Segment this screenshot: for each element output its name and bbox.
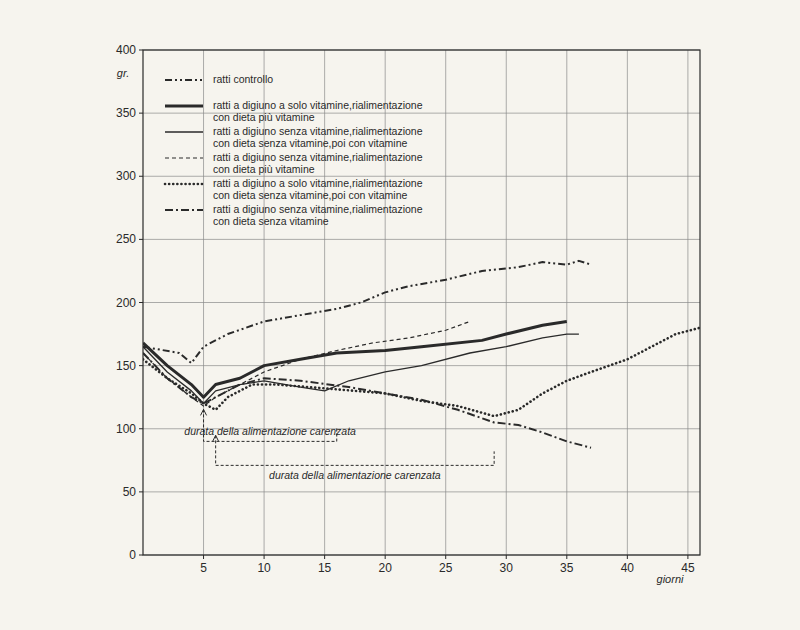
plot-frame — [143, 50, 700, 555]
legend-swatch — [165, 183, 203, 186]
grid-line — [687, 50, 688, 555]
tick — [445, 555, 446, 559]
y-tick-label: 300 — [116, 169, 136, 183]
grid — [143, 50, 700, 555]
series-line — [143, 334, 579, 403]
y-tick-label: 50 — [123, 485, 137, 499]
legend-label-line: ratti a digiuno a solo vitamine,rialimen… — [213, 177, 423, 189]
tick — [139, 491, 143, 492]
legend-label-line: ratti a digiuno senza vitamine,rialiment… — [213, 151, 423, 163]
tick — [687, 555, 688, 559]
y-tick-label: 100 — [116, 422, 136, 436]
x-tick-label: 10 — [257, 561, 271, 575]
legend-swatch — [165, 131, 203, 132]
legend-label-line: ratti controllo — [213, 73, 273, 85]
series-line — [143, 353, 591, 448]
y-axis-label: gr. — [117, 67, 129, 79]
tick — [139, 113, 143, 114]
grid-line — [143, 491, 700, 492]
tick — [139, 176, 143, 177]
legend-label: ratti a digiuno senza vitamine,rialiment… — [213, 151, 423, 175]
legend-label: ratti a digiuno senza vitamine,rialiment… — [213, 125, 423, 149]
grid-line — [566, 50, 567, 555]
annotation-text: durata della alimentazione carenzata — [269, 469, 441, 481]
tick — [203, 555, 204, 559]
tick — [264, 555, 265, 559]
legend: ratti controllo ratti a digiuno a solo vi… — [165, 73, 423, 227]
x-tick-label: 35 — [560, 561, 574, 575]
x-axis-label: giorni — [657, 573, 684, 585]
grid-line — [506, 50, 507, 555]
annotation-arrow — [213, 435, 219, 441]
tick — [385, 555, 386, 559]
legend-label-line: con dieta senza vitamine,poi con vitamin… — [213, 137, 408, 149]
grid-line — [143, 302, 700, 303]
y-tick-label: 250 — [116, 232, 136, 246]
tick — [566, 555, 567, 559]
tick — [139, 302, 143, 303]
legend-label-line: con dieta più vitamine — [213, 111, 315, 123]
legend-swatch — [165, 105, 203, 108]
legend-swatch — [165, 79, 203, 81]
series-line — [143, 321, 470, 406]
y-tick-label: 0 — [129, 548, 136, 562]
y-tick-label: 350 — [116, 106, 136, 120]
legend-label: ratti a digiuno a solo vitamine,rialimen… — [213, 99, 423, 123]
tick — [139, 428, 143, 429]
tick — [627, 555, 628, 559]
legend-label-line: ratti a digiuno a solo vitamine,rialimen… — [213, 99, 423, 111]
grid-line — [203, 50, 204, 555]
series-line — [143, 328, 700, 416]
legend-label: ratti controllo — [213, 73, 273, 85]
legend-label-line: con dieta senza vitamine — [213, 215, 329, 227]
chart: 0501001502002503003504005101520253035404… — [0, 0, 800, 630]
x-tick-label: 20 — [378, 561, 392, 575]
tick — [139, 50, 143, 51]
annotation-text: durata della alimentazione carenzata — [184, 425, 356, 437]
legend-label-line: con dieta più vitamine — [213, 163, 315, 175]
grid-line — [143, 239, 700, 240]
legend-label: ratti a digiuno a solo vitamine,rialimen… — [213, 177, 423, 201]
annotation-arrow — [201, 409, 207, 415]
legend-label-line: ratti a digiuno senza vitamine,rialiment… — [213, 125, 423, 137]
tick — [324, 555, 325, 559]
tick — [139, 239, 143, 240]
x-tick-label: 5 — [200, 561, 207, 575]
legend-swatch — [165, 157, 203, 158]
y-tick-label: 200 — [116, 296, 136, 310]
series-line — [143, 321, 567, 397]
lines — [143, 261, 700, 448]
series-line — [143, 261, 591, 363]
annotation-bracket — [216, 435, 495, 465]
legend-label: ratti a digiuno senza vitamine,rialiment… — [213, 203, 423, 227]
grid-line — [627, 50, 628, 555]
legend-label-line: ratti a digiuno senza vitamine,rialiment… — [213, 203, 423, 215]
annotation: durata della alimentazione carenzata — [184, 409, 356, 441]
x-tick-label: 15 — [318, 561, 332, 575]
legend-swatch — [165, 209, 203, 211]
y-tick-label: 150 — [116, 359, 136, 373]
annotation: durata della alimentazione carenzata — [213, 435, 495, 481]
tick — [139, 555, 143, 556]
y-tick-label: 400 — [116, 43, 136, 57]
x-tick-label: 40 — [621, 561, 635, 575]
x-tick-label: 30 — [500, 561, 514, 575]
tick — [139, 365, 143, 366]
legend-label-line: con dieta senza vitamine,poi con vitamin… — [213, 189, 408, 201]
x-tick-label: 25 — [439, 561, 453, 575]
tick — [506, 555, 507, 559]
grid-line — [445, 50, 446, 555]
